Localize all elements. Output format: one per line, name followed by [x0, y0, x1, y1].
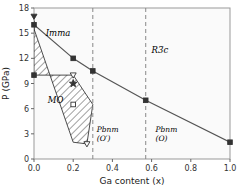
data-point [32, 73, 37, 78]
y-tick-label: 6 [24, 105, 29, 114]
data-point [228, 140, 233, 145]
y-tick-label: 15 [19, 29, 29, 38]
data-point [71, 102, 76, 107]
y-tick [31, 108, 34, 109]
y-tick [31, 133, 34, 134]
y-tick [31, 83, 34, 84]
data-point [69, 80, 77, 87]
x-tick [73, 159, 74, 162]
x-tick [151, 159, 152, 162]
markers [31, 14, 232, 147]
y-tick-label: 0 [24, 155, 29, 164]
y-tick [31, 8, 34, 9]
x-tick [230, 159, 231, 162]
phase-label-line: Imma [45, 28, 71, 38]
phase-label-line: Pbnm [155, 125, 178, 134]
x-tick-label: 0.0 [28, 164, 41, 173]
phase-label: Imma [45, 28, 71, 38]
y-axis-label: P (GPa) [1, 67, 11, 100]
phase-label-line: R3̅c [151, 45, 169, 55]
data-point [31, 14, 37, 19]
vertical-line [145, 8, 146, 159]
y-tick-label: 12 [19, 54, 29, 63]
plot-area [34, 8, 230, 159]
data-point [32, 22, 37, 27]
y-tick [31, 58, 34, 59]
x-tick-label: 0.4 [106, 164, 119, 173]
y-tick-label: 9 [24, 80, 29, 89]
chart: 0.0 0.2 0.4 0.6 0.8 1.0 0 3 6 9 12 15 18 Ga content (… [0, 0, 240, 189]
data-point [143, 98, 148, 103]
x-tick [190, 159, 191, 162]
data-point [91, 69, 96, 74]
x-tick-label: 0.6 [145, 164, 158, 173]
phase-label: MO [47, 95, 64, 105]
phase-label-line: Pbnm [96, 125, 119, 134]
x-tick [112, 159, 113, 162]
x-tick-label: 0.8 [184, 164, 197, 173]
x-axis-label: Ga content (x) [99, 176, 164, 186]
phase-label: R3̅c [151, 45, 169, 55]
phase-label: Pbnm(O′) [96, 125, 119, 143]
data-point [84, 142, 90, 147]
data-point [71, 56, 76, 61]
y-tick-label: 18 [19, 4, 29, 13]
phase-label-line: MO [47, 95, 64, 105]
data-point [70, 73, 76, 78]
x-tick-label: 0.2 [67, 164, 80, 173]
y-tick [31, 159, 34, 160]
phase-label-line: (O) [156, 134, 168, 143]
vertical-line [92, 8, 93, 159]
x-tick-label: 1.0 [224, 164, 237, 173]
y-tick [31, 33, 34, 34]
phase-label-line: (O′) [97, 134, 111, 143]
phase-label: Pbnm(O) [155, 125, 178, 143]
hatch-region [34, 21, 93, 144]
plot-content [34, 8, 230, 159]
phase-boundary [34, 25, 230, 142]
y-tick-label: 3 [24, 130, 29, 139]
